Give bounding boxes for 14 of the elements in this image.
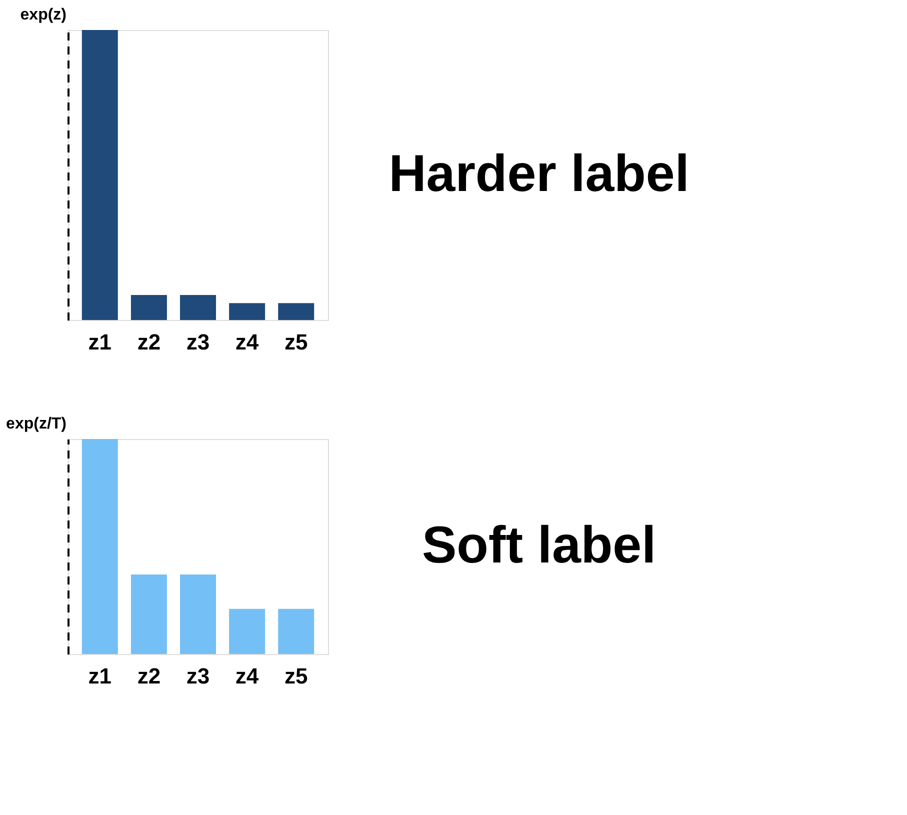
y-axis-title: exp(z) bbox=[20, 6, 66, 24]
x-tick-label: z4 bbox=[235, 664, 260, 688]
y-axis-title: exp(z/T) bbox=[6, 416, 66, 432]
text: Soft label bbox=[422, 516, 656, 574]
x-tick-label: z3 bbox=[186, 664, 210, 688]
x-tick-label: z1 bbox=[88, 664, 112, 688]
text: Harder label bbox=[388, 145, 690, 203]
x-tick-label: z3 bbox=[186, 330, 210, 354]
x-tick-label: z5 bbox=[284, 330, 308, 354]
x-tick-label: z1 bbox=[88, 330, 112, 354]
x-tick-label: z2 bbox=[137, 330, 161, 354]
x-tick-label: z5 bbox=[284, 664, 308, 688]
x-tick-label: z4 bbox=[235, 330, 260, 354]
x-tick-label: z2 bbox=[137, 664, 161, 688]
